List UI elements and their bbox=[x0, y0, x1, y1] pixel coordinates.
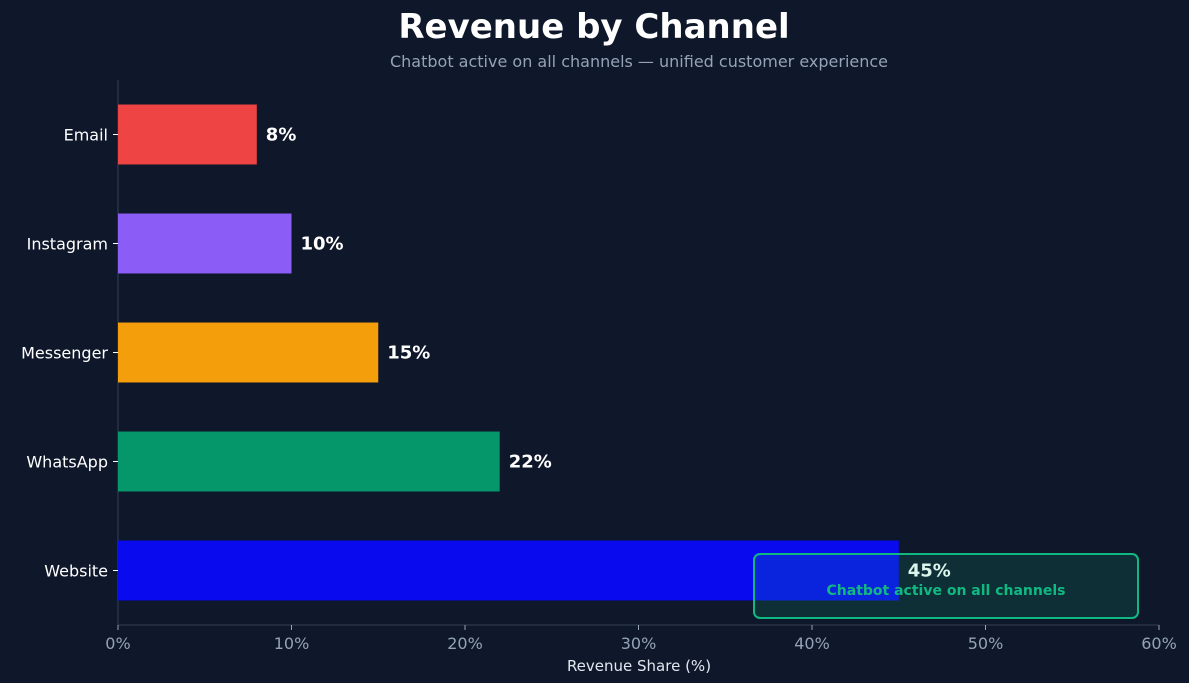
chart-title: Revenue by Channel bbox=[398, 7, 789, 47]
x-tick-label: 60% bbox=[1141, 634, 1177, 653]
data-label: 45% bbox=[908, 561, 951, 582]
annotation-box bbox=[753, 553, 1139, 619]
x-tick-label: 30% bbox=[621, 634, 657, 653]
chart-subtitle: Chatbot active on all channels — unified… bbox=[390, 52, 888, 71]
data-label: 8% bbox=[266, 125, 297, 146]
bar-email bbox=[118, 104, 257, 165]
x-axis-label: Revenue Share (%) bbox=[567, 657, 711, 675]
category-label: Website bbox=[44, 562, 108, 581]
x-tick-label: 20% bbox=[447, 634, 483, 653]
data-label: 22% bbox=[509, 452, 552, 473]
bar-whatsapp bbox=[118, 431, 500, 492]
category-label: Messenger bbox=[21, 344, 108, 363]
x-tick-label: 50% bbox=[968, 634, 1004, 653]
data-label: 15% bbox=[387, 343, 430, 364]
category-label: Instagram bbox=[27, 235, 108, 254]
bar-instagram bbox=[118, 213, 292, 274]
category-label: WhatsApp bbox=[26, 453, 108, 472]
x-tick-label: 40% bbox=[794, 634, 830, 653]
bar-website bbox=[118, 540, 899, 601]
x-tick-label: 10% bbox=[274, 634, 310, 653]
x-tick-label: 0% bbox=[105, 634, 130, 653]
data-label: 10% bbox=[301, 234, 344, 255]
category-label: Email bbox=[64, 126, 108, 145]
plot-area: 0% 10% 20% 30% 40% 50% 60% Website 45% WhatsApp 22… bbox=[21, 80, 1177, 653]
bar-messenger bbox=[118, 322, 379, 383]
annotation-text: Chatbot active on all channels bbox=[827, 583, 1066, 599]
